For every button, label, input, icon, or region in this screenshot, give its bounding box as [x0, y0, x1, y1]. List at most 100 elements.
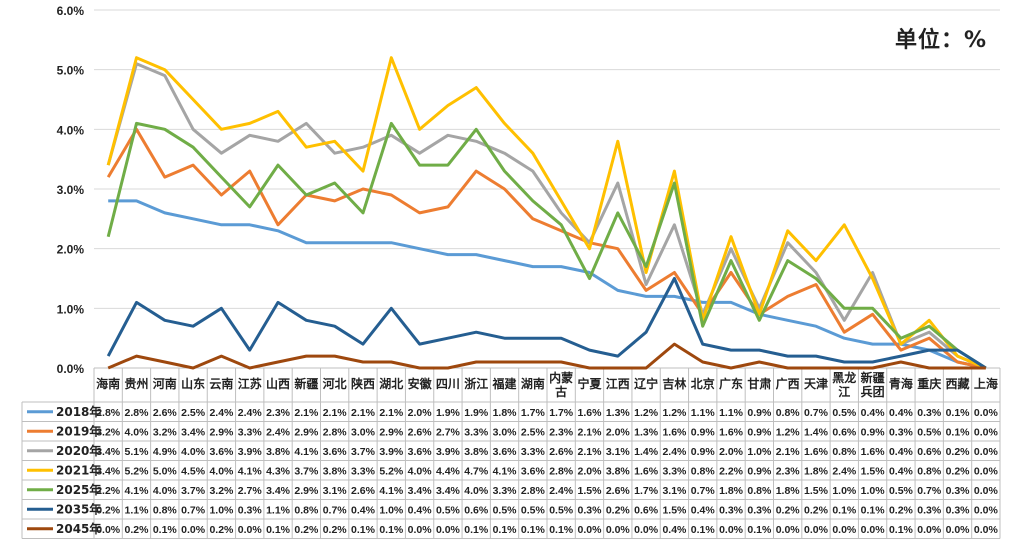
table-cell: 4.1% [294, 446, 319, 458]
series-line-2035年 [106, 277, 987, 370]
x-tick-label: 新疆 [294, 376, 318, 391]
table-cell: 0.6% [464, 504, 489, 516]
table-cell: 0.3% [917, 407, 942, 419]
table-cell: 0.0% [974, 426, 999, 438]
table-cell: 1.0% [861, 485, 886, 497]
x-tick-label: 四川 [436, 377, 460, 391]
table-cell: 1.1% [691, 407, 716, 419]
table-cell: 0.8% [747, 485, 772, 497]
table-cell: 0.2% [804, 504, 829, 516]
table-cell: 3.0% [351, 426, 376, 438]
table-cell: 1.0% [832, 485, 857, 497]
table-cell: 3.6% [209, 446, 234, 458]
table-cell: 0.2% [323, 524, 348, 536]
table-cell: 0.3% [578, 504, 603, 516]
table-cell: 0.0% [181, 524, 206, 536]
table-cell: 2.6% [351, 485, 376, 497]
table-cell: 0.5% [493, 504, 518, 516]
x-tick-label: 西藏 [946, 376, 970, 391]
table-cell: 1.0% [379, 504, 404, 516]
table-cell: 1.7% [634, 485, 659, 497]
table-cell: 0.1% [691, 524, 716, 536]
x-tick-label: 陕西 [351, 376, 375, 391]
table-cell: 3.2% [96, 426, 121, 438]
legend-label: 2035年 [56, 501, 101, 516]
legend-label: 2025年 [56, 482, 101, 497]
table-cell: 0.3% [747, 504, 772, 516]
table-cell: 0.9% [747, 426, 772, 438]
table-cell: 0.4% [691, 504, 716, 516]
table-cell: 1.1% [719, 407, 744, 419]
table-cell: 0.0% [917, 524, 942, 536]
table-cell: 1.0% [209, 504, 234, 516]
table-cell: 0.3% [946, 485, 971, 497]
table-cell: 3.4% [181, 426, 206, 438]
table-cell: 2.6% [153, 407, 178, 419]
table-cell: 0.0% [946, 524, 971, 536]
table-cell: 0.9% [747, 407, 772, 419]
table-cell: 0.8% [294, 504, 319, 516]
table-cell: 2.7% [238, 485, 263, 497]
table-cell: 0.0% [96, 524, 121, 536]
table-cell: 3.9% [436, 446, 461, 458]
table-cell: 0.1% [521, 524, 546, 536]
table-cell: 1.5% [662, 504, 687, 516]
table-cell: 5.2% [379, 465, 404, 477]
table-cell: 3.3% [351, 465, 376, 477]
table-cell: 0.0% [719, 524, 744, 536]
table-cell: 0.2% [606, 504, 631, 516]
table-cell: 1.2% [776, 426, 801, 438]
table-cell: 3.2% [209, 485, 234, 497]
x-tick-label: 青海 [889, 376, 913, 391]
table-cell: 0.3% [917, 504, 942, 516]
table-cell: 1.5% [861, 465, 886, 477]
table-cell: 0.4% [889, 446, 914, 458]
table-cell: 0.1% [889, 524, 914, 536]
table-cell: 0.7% [917, 485, 942, 497]
table-cell: 0.3% [719, 504, 744, 516]
table-cell: 2.5% [181, 407, 206, 419]
table-cell: 0.5% [436, 504, 461, 516]
x-tick-label: 北京 [691, 376, 715, 391]
table-cell: 3.4% [436, 485, 461, 497]
x-tick-label: 安徽 [408, 376, 433, 391]
x-tick-label: 广东 [719, 376, 743, 391]
table-cell: 0.1% [351, 524, 376, 536]
table-cell: 0.7% [323, 504, 348, 516]
table-cell: 0.8% [917, 465, 942, 477]
x-tick-label: 黑龙江 [832, 370, 856, 399]
y-tick-label: 0.0% [57, 362, 85, 376]
table-cell: 0.2% [946, 465, 971, 477]
unit-label: 单位：% [895, 28, 988, 53]
table-cell: 3.3% [662, 465, 687, 477]
table-cell: 3.1% [323, 485, 348, 497]
table-cell: 2.6% [408, 426, 433, 438]
table-cell: 0.5% [549, 504, 574, 516]
table-cell: 3.7% [351, 446, 376, 458]
table-cell: 0.1% [832, 504, 857, 516]
table-cell: 3.6% [323, 446, 348, 458]
table-cell: 2.1% [578, 426, 603, 438]
table-cell: 1.2% [634, 407, 659, 419]
table-cell: 1.5% [578, 485, 603, 497]
y-tick-label: 1.0% [57, 302, 85, 316]
table-cell: 0.0% [606, 524, 631, 536]
table-cell: 1.7% [521, 407, 546, 419]
table-cell: 2.1% [294, 407, 319, 419]
x-tick-label: 江西 [606, 376, 630, 391]
table-cell: 2.0% [578, 465, 603, 477]
table-cell: 0.4% [861, 407, 886, 419]
legend-label: 2020年 [56, 443, 101, 458]
table-cell: 2.9% [294, 485, 319, 497]
table-cell: 2.9% [209, 426, 234, 438]
table-cell: 0.1% [549, 524, 574, 536]
y-tick-label: 5.0% [57, 64, 85, 78]
table-cell: 3.3% [493, 485, 518, 497]
y-tick-label: 2.0% [57, 243, 85, 257]
table-cell: 3.8% [266, 446, 291, 458]
table-cell: 4.7% [464, 465, 489, 477]
x-tick-label: 河北 [322, 376, 347, 391]
table-cell: 4.1% [125, 485, 150, 497]
table-cell: 0.3% [889, 426, 914, 438]
table-cell: 0.2% [946, 446, 971, 458]
